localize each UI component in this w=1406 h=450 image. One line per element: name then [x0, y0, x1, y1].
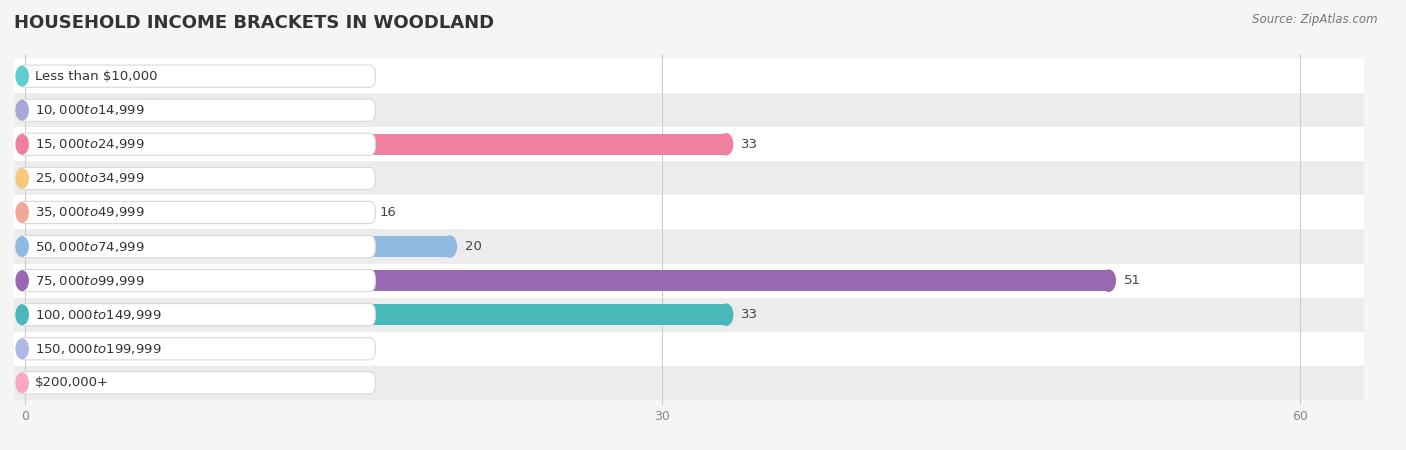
Text: 16: 16 [380, 206, 396, 219]
Text: 0: 0 [39, 70, 48, 83]
Bar [0, 264, 1406, 297]
Text: Source: ZipAtlas.com: Source: ZipAtlas.com [1253, 14, 1378, 27]
FancyBboxPatch shape [18, 167, 375, 189]
Text: 0: 0 [39, 376, 48, 389]
Bar [25, 236, 450, 257]
Bar [0, 332, 1406, 366]
Circle shape [720, 134, 733, 155]
Circle shape [359, 202, 371, 223]
FancyBboxPatch shape [18, 270, 375, 292]
Bar [0, 366, 1406, 400]
Bar [0, 195, 1406, 230]
Text: $35,000 to $49,999: $35,000 to $49,999 [35, 206, 145, 220]
Circle shape [15, 271, 28, 290]
Text: $15,000 to $24,999: $15,000 to $24,999 [35, 137, 145, 151]
FancyBboxPatch shape [18, 338, 375, 360]
Text: $50,000 to $74,999: $50,000 to $74,999 [35, 239, 145, 253]
Circle shape [15, 305, 28, 324]
Bar [25, 134, 725, 155]
Text: $200,000+: $200,000+ [35, 376, 108, 389]
Text: $150,000 to $199,999: $150,000 to $199,999 [35, 342, 162, 356]
Text: $100,000 to $149,999: $100,000 to $149,999 [35, 308, 162, 322]
Circle shape [15, 100, 28, 120]
Circle shape [15, 339, 28, 359]
FancyBboxPatch shape [18, 99, 375, 122]
Text: Less than $10,000: Less than $10,000 [35, 70, 157, 83]
Circle shape [146, 99, 159, 121]
Circle shape [720, 304, 733, 325]
Bar [25, 202, 364, 223]
Circle shape [443, 236, 457, 257]
Bar [25, 304, 725, 325]
Text: 0: 0 [39, 172, 48, 185]
Circle shape [15, 135, 28, 154]
FancyBboxPatch shape [18, 304, 375, 326]
Circle shape [15, 373, 28, 392]
Circle shape [1102, 270, 1115, 291]
Circle shape [15, 169, 28, 188]
Bar [25, 99, 152, 121]
Circle shape [15, 202, 28, 222]
Bar [0, 127, 1406, 162]
FancyBboxPatch shape [18, 372, 375, 394]
Text: 33: 33 [741, 308, 758, 321]
FancyBboxPatch shape [18, 133, 375, 155]
Text: $25,000 to $34,999: $25,000 to $34,999 [35, 171, 145, 185]
Bar [0, 93, 1406, 127]
Bar [0, 162, 1406, 195]
Bar [0, 230, 1406, 264]
Bar [25, 270, 1109, 291]
Circle shape [15, 237, 28, 256]
Text: 6: 6 [167, 104, 176, 117]
Text: $75,000 to $99,999: $75,000 to $99,999 [35, 274, 145, 288]
Text: HOUSEHOLD INCOME BRACKETS IN WOODLAND: HOUSEHOLD INCOME BRACKETS IN WOODLAND [14, 14, 494, 32]
FancyBboxPatch shape [18, 235, 375, 258]
Bar [0, 297, 1406, 332]
Text: 20: 20 [465, 240, 482, 253]
FancyBboxPatch shape [18, 65, 375, 87]
Text: 33: 33 [741, 138, 758, 151]
FancyBboxPatch shape [18, 201, 375, 224]
Bar [0, 59, 1406, 93]
Text: 51: 51 [1123, 274, 1140, 287]
Text: 0: 0 [39, 342, 48, 355]
Circle shape [15, 67, 28, 86]
Text: $10,000 to $14,999: $10,000 to $14,999 [35, 103, 145, 117]
